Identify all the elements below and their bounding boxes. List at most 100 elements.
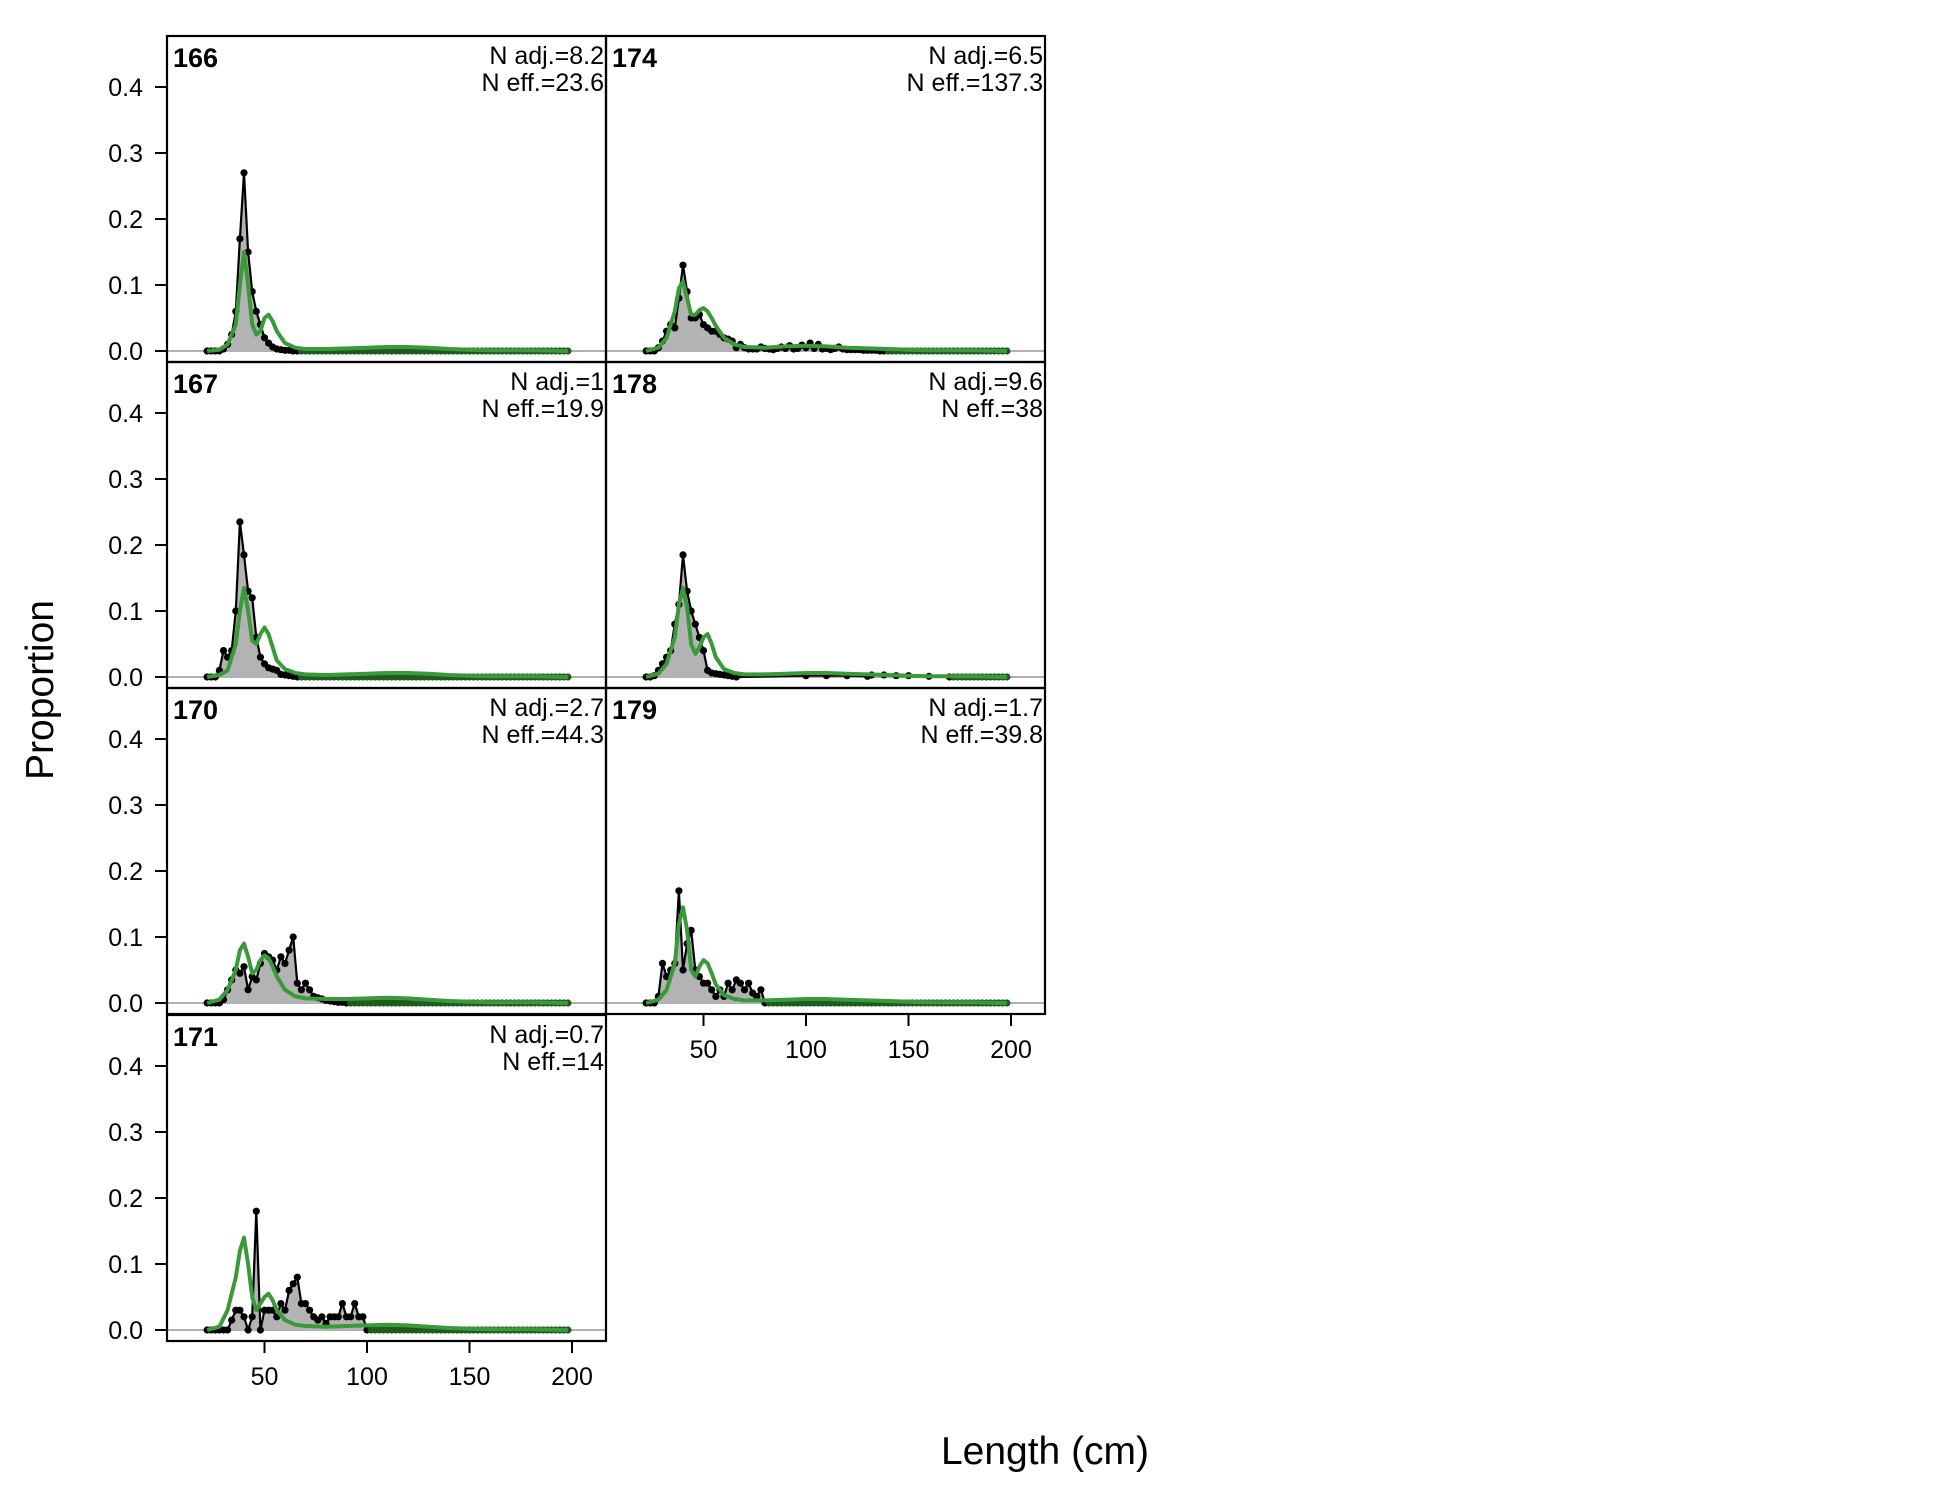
observed-point xyxy=(260,334,269,342)
n-eff-label: N eff.=19.9 xyxy=(481,395,604,423)
y-tick-label: 0.0 xyxy=(108,990,143,1018)
n-eff-label: N eff.=38 xyxy=(941,395,1043,423)
observed-point xyxy=(240,169,248,177)
observed-point xyxy=(240,551,248,559)
expected-line xyxy=(206,250,568,353)
panel-label: 167 xyxy=(173,369,218,399)
observed-point xyxy=(252,307,260,315)
y-tick-label: 0.0 xyxy=(108,664,143,692)
n-adj-label: N adj.=0.7 xyxy=(489,1021,604,1049)
x-tick-label: 50 xyxy=(251,1363,279,1391)
panel-179: 179 N adj.=1.7N eff.=39.8 xyxy=(604,686,1047,1016)
observed-point xyxy=(724,979,732,987)
y-tick-label: 0.1 xyxy=(108,598,143,626)
y-tick-label: 0.1 xyxy=(108,1251,143,1279)
observed-point xyxy=(244,1326,252,1334)
observed-point xyxy=(219,647,228,655)
observed-point xyxy=(671,324,679,332)
n-adj-label: N adj.=1 xyxy=(510,368,604,396)
panel-label: 171 xyxy=(173,1022,218,1052)
observed-point xyxy=(289,933,297,941)
panel-174: 174 N adj.=6.5N eff.=137.3 xyxy=(604,34,1047,364)
y-tick-label: 0.4 xyxy=(108,74,143,102)
observed-point xyxy=(232,607,240,615)
observed-point xyxy=(347,1313,355,1321)
observed-point xyxy=(679,551,687,559)
observed-point xyxy=(757,986,765,994)
observed-point xyxy=(289,1280,297,1288)
n-adj-label: N adj.=2.7 xyxy=(489,694,604,722)
observed-point xyxy=(277,953,285,961)
y-tick-label: 0.2 xyxy=(108,1185,143,1213)
observed-point xyxy=(228,1316,236,1324)
observed-point xyxy=(252,1207,260,1215)
panel-178: 178 N adj.=9.6N eff.=38 xyxy=(604,360,1047,690)
observed-point xyxy=(334,1313,342,1321)
expected-line xyxy=(206,941,568,1005)
observed-point xyxy=(740,986,749,994)
observed-point xyxy=(248,1313,256,1321)
observed-point xyxy=(285,946,293,954)
expected-line xyxy=(645,905,1007,1005)
observed-point xyxy=(687,926,695,935)
n-adj-label: N adj.=1.7 xyxy=(928,694,1043,722)
n-eff-label: N eff.=137.3 xyxy=(907,69,1043,97)
observed-point xyxy=(293,1273,301,1281)
y-tick-label: 0.2 xyxy=(108,858,143,886)
expected-line xyxy=(206,585,568,679)
observed-point xyxy=(236,518,244,526)
x-tick-label: 200 xyxy=(551,1363,593,1391)
panel-label: 178 xyxy=(612,369,657,399)
y-tick-label: 0.3 xyxy=(108,140,143,168)
y-tick-label: 0.2 xyxy=(108,532,143,560)
observed-point xyxy=(679,261,687,269)
observed-point xyxy=(318,1313,326,1321)
observed-line xyxy=(207,1211,369,1334)
observed-point xyxy=(256,653,264,661)
observed-point xyxy=(248,594,256,602)
y-tick-label: 0.3 xyxy=(108,1119,143,1147)
expected-line xyxy=(206,1235,568,1332)
x-tick-label: 100 xyxy=(785,1036,827,1064)
n-adj-label: N adj.=9.6 xyxy=(928,368,1043,396)
n-adj-label: N adj.=6.5 xyxy=(928,42,1043,70)
observed-point xyxy=(252,976,260,984)
panel-label: 170 xyxy=(173,695,218,725)
x-tick-label: 100 xyxy=(346,1363,388,1391)
x-tick-label: 200 xyxy=(990,1036,1032,1064)
x-tick-label: 150 xyxy=(449,1363,491,1391)
panel-171: 171 N adj.=0.7N eff.=14 xyxy=(165,1013,608,1343)
observed-point xyxy=(240,963,248,971)
x-tick-label: 150 xyxy=(888,1036,930,1064)
panel-167: 167 N adj.=1N eff.=19.9 xyxy=(165,360,608,690)
observed-point xyxy=(224,1326,232,1334)
observed-point xyxy=(708,986,716,994)
y-tick-label: 0.0 xyxy=(108,1317,143,1345)
observed-point xyxy=(281,959,289,968)
panel-frame xyxy=(165,1013,608,1343)
x-tick-label: 50 xyxy=(690,1036,718,1064)
observed-point xyxy=(236,969,244,977)
panel-label: 174 xyxy=(612,43,657,73)
observed-point xyxy=(675,887,683,895)
observed-point xyxy=(301,979,310,987)
observed-point xyxy=(301,1300,310,1308)
observed-point xyxy=(306,986,314,994)
observed-point xyxy=(699,647,708,655)
observed-fill xyxy=(646,554,950,677)
panel-170: 170 N adj.=2.7N eff.=44.3 xyxy=(165,686,608,1016)
expected-line xyxy=(645,279,1007,353)
observed-point xyxy=(297,986,305,994)
observed-point xyxy=(285,1286,293,1294)
y-tick-label: 0.4 xyxy=(108,726,143,754)
n-eff-label: N eff.=23.6 xyxy=(481,69,604,97)
observed-point xyxy=(679,966,687,974)
panel-166: 166 N adj.=8.2N eff.=23.6 xyxy=(165,34,608,364)
panel-frame xyxy=(604,686,1047,1016)
observed-point xyxy=(306,1306,314,1314)
y-tick-label: 0.3 xyxy=(108,466,143,494)
y-tick-label: 0.4 xyxy=(108,1053,143,1081)
observed-point xyxy=(691,620,699,628)
